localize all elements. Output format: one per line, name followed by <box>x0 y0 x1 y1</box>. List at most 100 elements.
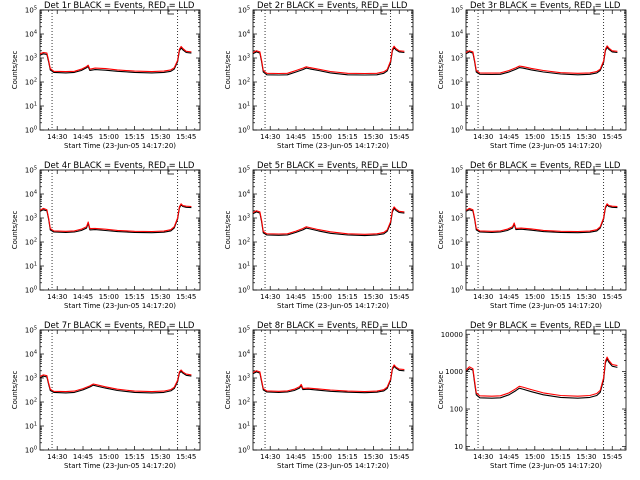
y-tick-label: 100 <box>451 286 463 295</box>
x-axis-label: Start Time (23-Jun-05 14:17:20) <box>64 462 176 470</box>
x-axis-label: Start Time (23-Jun-05 14:17:20) <box>490 462 602 470</box>
x-tick-label: 14:45 <box>499 453 519 461</box>
events-series-line <box>39 204 192 234</box>
detector-panel: Det 9r BLACK = Events, RED = LLD 10 100 100… <box>437 321 627 470</box>
panel-title: Det 8r BLACK = Events, RED = LLD <box>257 321 408 331</box>
x-tick-label: 15:15 <box>125 293 145 301</box>
y-tick-label: 101 <box>238 262 250 271</box>
legend-marker <box>593 166 600 175</box>
y-tick-label: 104 <box>25 30 37 39</box>
x-tick-label: 14:45 <box>73 293 93 301</box>
x-tick-label: 14:45 <box>286 293 306 301</box>
x-tick-label: 15:45 <box>176 293 196 301</box>
detector-panel: Det 2r BLACK = Events, RED = LLD 100 101 10… <box>224 1 414 150</box>
x-tick-label: 14:45 <box>286 453 306 461</box>
events-series-line <box>465 204 618 234</box>
lld-series-line <box>252 206 405 235</box>
y-axis-label: Counts/sec <box>11 51 19 90</box>
x-tick-label: 15:00 <box>99 453 119 461</box>
y-tick-label: 101 <box>25 422 37 431</box>
panel-title: Det 5r BLACK = Events, RED = LLD <box>257 161 408 171</box>
y-tick-label: 102 <box>25 238 37 247</box>
x-tick-label: 15:30 <box>576 293 596 301</box>
x-tick-label: 15:00 <box>99 133 119 141</box>
y-tick-label: 102 <box>451 78 463 87</box>
x-tick-label: 14:30 <box>47 293 67 301</box>
x-tick-label: 15:45 <box>389 453 409 461</box>
x-tick-label: 15:15 <box>551 293 571 301</box>
plot-frame <box>39 169 201 291</box>
x-tick-label: 14:45 <box>499 293 519 301</box>
x-axis-label: Start Time (23-Jun-05 14:17:20) <box>64 302 176 310</box>
x-tick-label: 14:45 <box>499 133 519 141</box>
x-tick-label: 15:15 <box>338 133 358 141</box>
y-tick-label: 101 <box>25 102 37 111</box>
y-tick-label: 102 <box>238 238 250 247</box>
y-tick-label: 100 <box>238 446 250 455</box>
y-axis-label: Counts/sec <box>224 51 232 90</box>
y-tick-label: 101 <box>451 102 463 111</box>
y-axis-label: Counts/sec <box>11 371 19 410</box>
x-tick-label: 14:30 <box>260 453 280 461</box>
panel-title: Det 1r BLACK = Events, RED = LLD <box>44 1 195 11</box>
lld-series-line <box>465 203 618 233</box>
y-tick-label: 100 <box>238 286 250 295</box>
detector-panel: Det 1r BLACK = Events, RED = LLD 100 101 10… <box>11 1 201 150</box>
x-tick-label: 15:45 <box>176 133 196 141</box>
y-tick-label: 100 <box>25 446 37 455</box>
x-axis-label: Start Time (23-Jun-05 14:17:20) <box>277 302 389 310</box>
y-tick-label: 10000 <box>441 331 463 339</box>
y-tick-label: 102 <box>238 78 250 87</box>
x-tick-label: 15:15 <box>338 453 358 461</box>
y-tick-label: 102 <box>238 398 250 407</box>
x-tick-label: 15:30 <box>363 293 383 301</box>
y-tick-label: 101 <box>238 102 250 111</box>
y-tick-label: 103 <box>451 54 463 63</box>
y-tick-label: 104 <box>238 30 250 39</box>
plot-frame <box>252 329 414 451</box>
x-tick-label: 15:30 <box>576 133 596 141</box>
y-tick-label: 103 <box>238 214 250 223</box>
x-tick-label: 15:30 <box>363 133 383 141</box>
plot-frame <box>465 329 627 451</box>
y-axis-label: Counts/sec <box>11 211 19 250</box>
x-tick-label: 15:00 <box>99 293 119 301</box>
legend-marker <box>380 6 387 15</box>
y-tick-label: 100 <box>450 406 463 414</box>
x-tick-label: 15:30 <box>150 133 170 141</box>
legend-marker <box>593 326 600 335</box>
plot-frame <box>465 9 627 131</box>
detector-panel: Det 7r BLACK = Events, RED = LLD 100 101 10… <box>11 321 201 470</box>
events-series-line <box>252 365 405 394</box>
x-tick-label: 15:45 <box>602 293 622 301</box>
y-tick-label: 105 <box>238 326 250 335</box>
panel-title: Det 2r BLACK = Events, RED = LLD <box>257 1 408 11</box>
x-tick-label: 15:45 <box>602 453 622 461</box>
y-tick-label: 105 <box>25 6 37 15</box>
lld-series-line <box>39 369 192 393</box>
legend-marker <box>380 166 387 175</box>
y-axis-label: Counts/sec <box>224 211 232 250</box>
x-tick-label: 15:15 <box>338 293 358 301</box>
x-tick-label: 14:30 <box>47 133 67 141</box>
x-tick-label: 15:30 <box>576 453 596 461</box>
legend-marker <box>593 6 600 15</box>
y-tick-label: 104 <box>238 190 250 199</box>
plot-frame <box>465 169 627 291</box>
detector-panel: Det 5r BLACK = Events, RED = LLD 100 101 10… <box>224 161 414 310</box>
y-tick-label: 105 <box>25 326 37 335</box>
legend-marker <box>380 326 387 335</box>
x-tick-label: 15:15 <box>551 133 571 141</box>
x-tick-label: 15:00 <box>312 133 332 141</box>
lld-series-line <box>465 45 618 74</box>
legend-marker <box>167 326 174 335</box>
x-tick-label: 15:15 <box>125 453 145 461</box>
x-tick-label: 14:30 <box>473 453 493 461</box>
plot-frame <box>252 169 414 291</box>
lld-series-line <box>465 356 618 397</box>
x-tick-label: 15:00 <box>312 293 332 301</box>
x-tick-label: 15:00 <box>312 453 332 461</box>
y-tick-label: 104 <box>25 350 37 359</box>
x-tick-label: 15:15 <box>125 133 145 141</box>
x-tick-label: 14:30 <box>473 293 493 301</box>
